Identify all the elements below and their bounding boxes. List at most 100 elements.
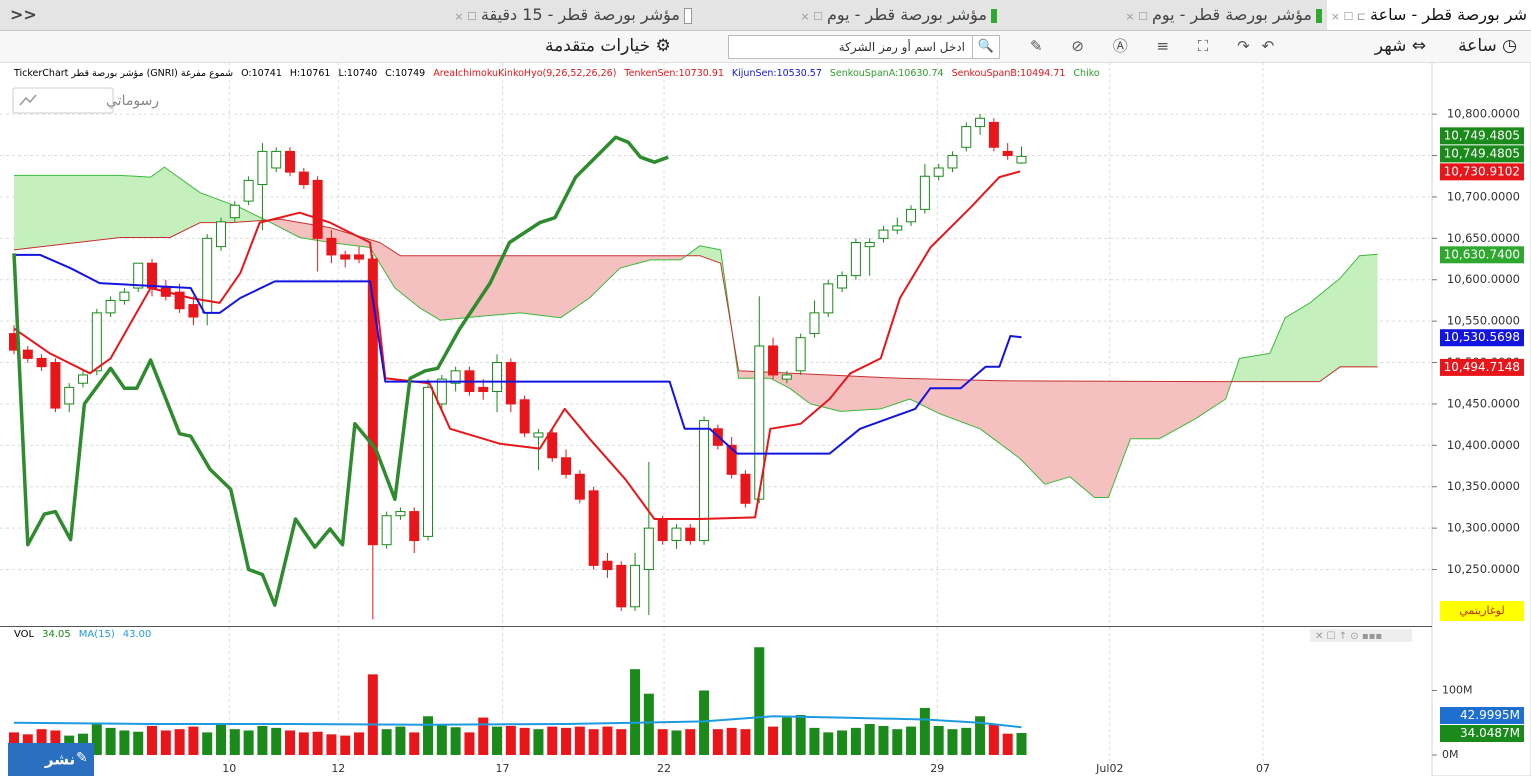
publish-button[interactable]: نشر ✎ <box>8 743 94 776</box>
clock-icon: ◷ <box>1496 36 1517 56</box>
volume-bar <box>1016 733 1027 755</box>
search-placeholder[interactable]: ادخل اسم أو رمز الشركة <box>838 40 965 54</box>
tab-label[interactable]: شر بورصة قطر - ساعة <box>1370 5 1527 24</box>
y-tick-label: 10,300.0000 <box>1447 521 1520 535</box>
candle-body <box>243 179 254 202</box>
candle-body <box>699 419 710 542</box>
interval-month[interactable]: ⇔ شهر <box>1375 31 1426 62</box>
candle-body <box>492 362 503 393</box>
tab[interactable]: مؤشر بورصة قطر - يوم× ☐ <box>701 0 1001 30</box>
tab[interactable]: شر بورصة قطر - ساعة× ☐ ⊏ <box>1327 0 1531 30</box>
price-marker <box>1440 358 1524 376</box>
log-button-label[interactable]: لوغاريتمي <box>1459 604 1504 617</box>
candle-body <box>561 457 572 475</box>
volume-bar <box>202 732 213 755</box>
volume-bar <box>657 729 668 755</box>
gear-icon: ⚙ <box>650 36 671 56</box>
advanced-options[interactable]: ⚙ خيارات متقدمة <box>545 31 671 62</box>
volume-bar <box>160 730 171 755</box>
x-tick-label: 10 <box>222 762 236 775</box>
volume-bar <box>630 669 641 755</box>
volume-bar <box>147 725 158 755</box>
interval-month-label[interactable]: شهر <box>1374 36 1407 56</box>
candle-body <box>975 117 986 128</box>
candle-body <box>105 299 116 314</box>
price-marker-label: 42.9995M <box>1460 708 1520 722</box>
publish-button-box[interactable] <box>8 743 94 776</box>
volume-bar <box>188 726 199 755</box>
tab-flag <box>1316 8 1322 23</box>
candle-body <box>850 241 861 277</box>
collapse-button[interactable]: << <box>10 5 37 24</box>
search-icon[interactable]: 🔍 <box>972 36 999 58</box>
tab-bar: << شر بورصة قطر - ساعة× ☐ ⊏ مؤشر بورصة ق… <box>0 0 1531 31</box>
senkou-span-b <box>13 218 1378 383</box>
volume-bar <box>285 730 296 755</box>
tab-icons[interactable]: × ☐ <box>454 10 477 23</box>
candle-body <box>395 511 406 517</box>
search-box[interactable]: 🔍 ادخل اسم أو رمز الشركة <box>728 35 1000 59</box>
candle-body <box>22 349 33 359</box>
interval-hour[interactable]: ◷ ساعة <box>1458 31 1517 62</box>
log-button-box[interactable] <box>1440 601 1524 621</box>
publish-icon: ✎ <box>76 750 88 766</box>
tab[interactable]: مؤشر بورصة قطر - 15 دقيقة× ☐ <box>256 0 696 30</box>
volume-bar <box>602 726 613 755</box>
candle-body <box>436 378 447 405</box>
volume-bar <box>588 729 599 755</box>
volume-bar <box>119 730 130 755</box>
candle-body <box>450 370 461 384</box>
volume-bar <box>988 724 999 755</box>
axis-panel <box>1431 61 1531 776</box>
x-tick-label: 17 <box>496 762 510 775</box>
advanced-options-label[interactable]: خيارات متقدمة <box>545 36 651 56</box>
volume-bar <box>478 717 489 755</box>
volume-bar <box>561 727 572 755</box>
candle-body <box>257 150 268 186</box>
y-tick-label: 10,350.0000 <box>1447 479 1520 493</box>
legend-item: MA(15) <box>79 629 115 640</box>
drawings-button-box[interactable] <box>12 87 114 114</box>
tab-icons[interactable]: × ☐ ⊏ <box>1330 10 1367 23</box>
drawings-button-label[interactable]: رسوماتي <box>106 93 159 109</box>
line-layer <box>12 135 1022 607</box>
icon[interactable]: ✕ ☐ ↑ ⊙ ▪▪▪ <box>1315 631 1382 642</box>
tab[interactable]: مؤشر بورصة قطر - يوم× ☐ <box>1006 0 1326 30</box>
volume-bar <box>174 729 185 755</box>
price-marker-label: 10,530.5698 <box>1444 330 1520 344</box>
publish-button-label[interactable]: نشر <box>44 751 75 769</box>
candle-body <box>685 527 696 542</box>
candle-body <box>947 155 958 169</box>
log-button[interactable]: لوغاريتمي <box>1440 601 1524 621</box>
volume-bar <box>340 735 351 755</box>
volume-bar <box>768 726 779 755</box>
price-marker-label: 10,730.9102 <box>1444 164 1520 178</box>
legend-item: 34.05 <box>42 629 71 640</box>
volume-bar <box>450 727 461 755</box>
volume-bar <box>712 729 723 755</box>
interval-hour-label[interactable]: ساعة <box>1458 36 1497 56</box>
candle-body <box>354 254 365 260</box>
price-marker-label: 10,749.4805 <box>1444 146 1520 160</box>
volume-bar <box>947 729 958 755</box>
volume-bar <box>243 730 254 755</box>
volume-bar <box>1002 733 1013 755</box>
volume-bar <box>919 707 930 755</box>
legend-item: VOL <box>14 629 35 640</box>
tab-flag <box>684 7 692 24</box>
tab-icons[interactable]: × ☐ <box>800 10 823 23</box>
tab-icons[interactable]: × ☐ <box>1125 10 1148 23</box>
tab-label[interactable]: مؤشر بورصة قطر - يوم <box>1151 5 1312 24</box>
ma-line <box>13 715 1022 729</box>
candle-body <box>864 241 875 248</box>
tool-icons[interactable]: ↶↷ ⛶ ≡ Ⓐ ⊘ ✎ <box>1030 37 1287 55</box>
drawings-icon <box>19 94 37 106</box>
tab-label[interactable]: مؤشر بورصة قطر - يوم <box>826 5 987 24</box>
candle-body <box>892 225 903 231</box>
tab-label[interactable]: مؤشر بورصة قطر - 15 دقيقة <box>480 5 680 24</box>
volume-bar <box>36 729 47 755</box>
x-tick-label: 29 <box>930 762 944 775</box>
candle-body <box>229 204 240 219</box>
drawings-button[interactable]: رسوماتي <box>12 87 159 114</box>
candle-body <box>381 515 392 546</box>
